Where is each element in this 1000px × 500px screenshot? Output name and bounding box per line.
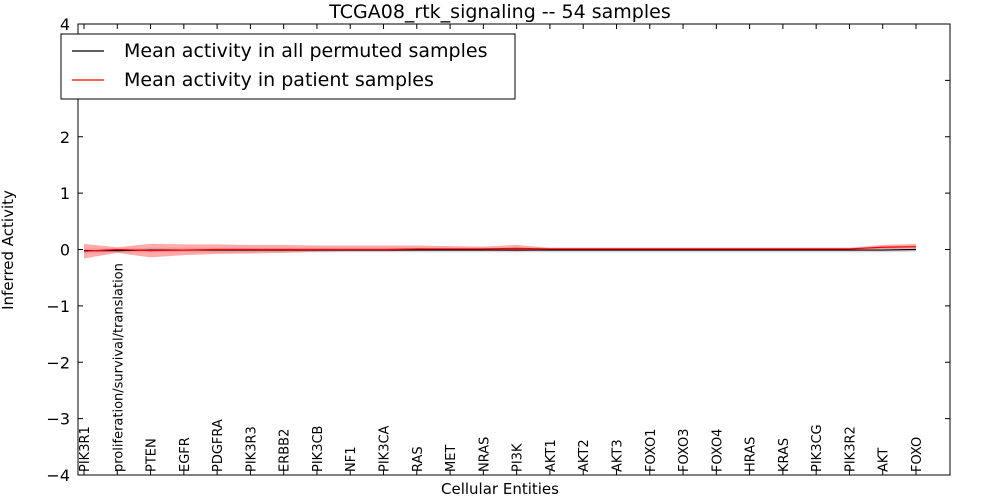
x-tick-label: PIK3R2 — [843, 426, 858, 472]
x-tick-label: EGFR — [178, 437, 193, 472]
y-tick-label: 1 — [60, 184, 70, 203]
line-mean-activity-in-patient-samples — [83, 246, 917, 252]
x-tick-label: MET — [444, 445, 459, 472]
y-tick-label: −4 — [46, 466, 70, 485]
chart-title: TCGA08_rtk_signaling -- 54 samples — [328, 1, 671, 23]
legend-label: Mean activity in patient samples — [124, 69, 434, 91]
x-tick-label: PTEN — [145, 438, 160, 472]
x-tick-label: PIK3CB — [311, 426, 326, 472]
plot-frame — [77, 23, 951, 476]
legend-box — [60, 33, 516, 100]
x-tick-label: RAS — [411, 446, 426, 472]
x-tick-label: PIK3CA — [378, 425, 393, 472]
y-tick-label: 0 — [60, 241, 70, 260]
y-tick-label: −3 — [46, 410, 70, 429]
x-axis-label: Cellular Entities — [441, 480, 559, 498]
x-tick-label: PIK3CG — [810, 424, 825, 472]
x-tick-label: PIK3R1 — [78, 426, 93, 472]
x-tick-label: FOXO — [910, 437, 925, 472]
y-tick-label: −1 — [46, 297, 70, 316]
x-tick-label: HRAS — [744, 437, 759, 472]
x-tick-label: KRAS — [777, 438, 792, 472]
x-tick-label: AKT1 — [544, 439, 559, 472]
y-axis-label: Inferred Activity — [0, 190, 17, 310]
x-tick-label: proliferation/survival/translation — [111, 263, 126, 472]
legend-label: Mean activity in all permuted samples — [124, 40, 487, 62]
x-tick-label: AKT — [877, 448, 892, 472]
x-tick-label: ERBB2 — [278, 429, 293, 472]
x-tick-label: AKT2 — [577, 439, 592, 472]
x-tick-label: FOXO4 — [710, 429, 725, 472]
x-tick-label: FOXO3 — [677, 429, 692, 472]
x-tick-label: AKT3 — [610, 439, 625, 472]
x-tick-label: FOXO1 — [644, 429, 659, 472]
x-tick-label: PIK3R3 — [244, 426, 259, 472]
x-tick-label: PDGFRA — [211, 419, 226, 472]
series-lines — [83, 246, 917, 252]
y-tick-label: −2 — [46, 353, 70, 372]
x-tick-label: PI3K — [511, 443, 526, 472]
legend: Mean activity in all permuted samples Mea… — [60, 33, 516, 100]
y-axis-ticks: −4−3−2−101234 — [46, 15, 950, 485]
x-axis-ticks: PIK3R1 proliferation/survival/translation… — [78, 24, 925, 475]
x-tick-label: NRAS — [477, 437, 492, 472]
y-tick-label: 2 — [60, 128, 70, 147]
x-tick-label: NF1 — [344, 447, 359, 472]
y-tick-label: 4 — [60, 15, 70, 34]
band-mean-activity-in-patient-samples — [84, 243, 916, 259]
